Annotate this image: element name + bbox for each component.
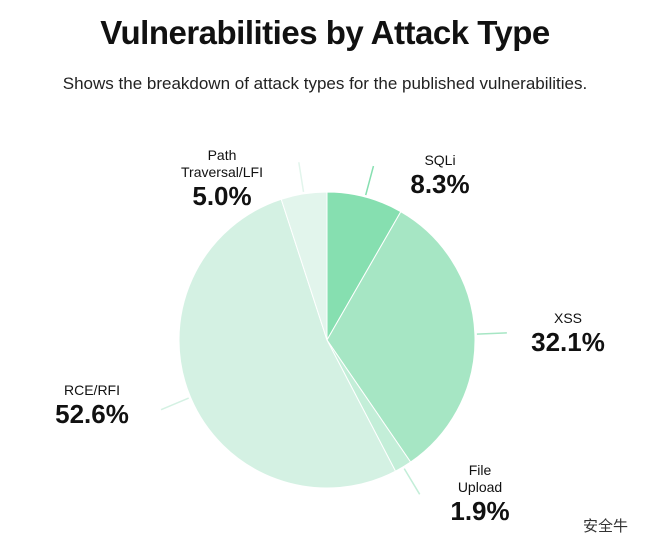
value-label: 8.3%: [410, 169, 470, 199]
value-label: 52.6%: [55, 399, 129, 429]
leader-line: [298, 162, 305, 192]
chart-title: Vulnerabilities by Attack Type: [100, 14, 550, 51]
leader-line: [160, 397, 190, 411]
slice-label: Path Traversal/LFI: [181, 147, 263, 180]
pie-slice: [326, 211, 476, 463]
watermark: 安全牛: [582, 518, 628, 535]
chart-subtitle: Shows the breakdown of attack types for …: [62, 74, 588, 93]
slice-label: File Upload: [457, 462, 503, 495]
leader-line: [364, 165, 375, 196]
slice-label: XSS: [553, 310, 582, 326]
pie-slice: [280, 191, 328, 341]
value-label: 1.9%: [450, 496, 510, 526]
leader-line: [403, 468, 421, 495]
pie-slice: [178, 198, 397, 489]
leader-line: [476, 332, 507, 335]
value-label: 5.0%: [192, 181, 252, 211]
slice-label: RCE/RFI: [64, 382, 120, 398]
value-label: 32.1%: [531, 327, 605, 357]
slice-label: SQLi: [424, 152, 456, 168]
